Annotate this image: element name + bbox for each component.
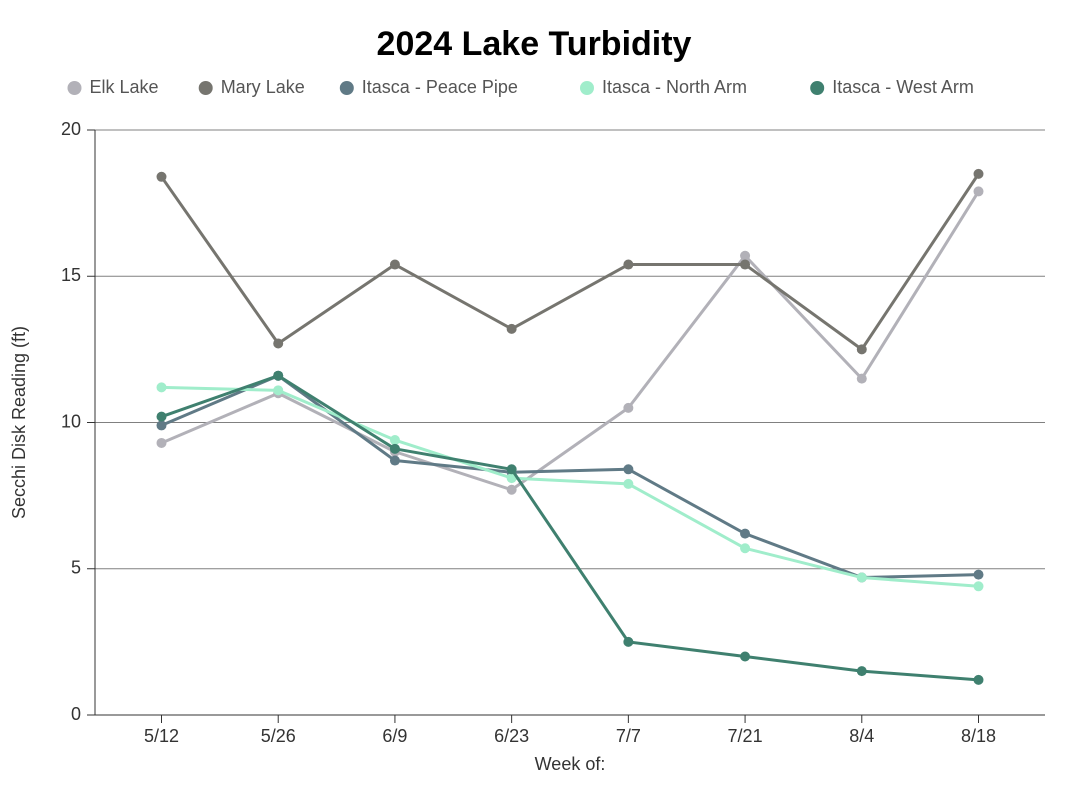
series-marker — [857, 374, 867, 384]
y-tick-label: 0 — [71, 704, 81, 724]
series-marker — [623, 637, 633, 647]
y-tick-label: 5 — [71, 558, 81, 578]
x-tick-label: 7/21 — [728, 726, 763, 746]
series-marker — [740, 652, 750, 662]
series-marker — [623, 260, 633, 270]
legend-label: Itasca - North Arm — [602, 77, 747, 97]
series-marker — [157, 438, 167, 448]
series-marker — [157, 420, 167, 430]
series-marker — [273, 371, 283, 381]
x-tick-label: 8/18 — [961, 726, 996, 746]
series-marker — [273, 385, 283, 395]
x-axis-label: Week of: — [535, 754, 606, 774]
series-marker — [857, 666, 867, 676]
chart-svg: 2024 Lake Turbidity 0 5 10 15 20 5/12 5/26 6/9 6/… — [0, 0, 1068, 787]
legend-marker — [340, 81, 354, 95]
y-tick-label: 20 — [61, 119, 81, 139]
series-marker — [507, 324, 517, 334]
chart-container: 2024 Lake Turbidity 0 5 10 15 20 5/12 5/26 6/9 6/… — [0, 0, 1068, 787]
series-marker — [857, 573, 867, 583]
x-tick-label: 5/26 — [261, 726, 296, 746]
series-marker — [390, 435, 400, 445]
x-tick-label: 8/4 — [849, 726, 874, 746]
legend-marker — [580, 81, 594, 95]
series-marker — [390, 260, 400, 270]
series-marker — [623, 464, 633, 474]
series-marker — [857, 344, 867, 354]
legend-marker — [810, 81, 824, 95]
x-tick-label: 6/23 — [494, 726, 529, 746]
series-marker — [507, 464, 517, 474]
y-tick-label: 15 — [61, 265, 81, 285]
legend-marker — [199, 81, 213, 95]
series-marker — [740, 543, 750, 553]
series-marker — [507, 485, 517, 495]
legend-label: Itasca - West Arm — [832, 77, 974, 97]
x-tick-label: 7/7 — [616, 726, 641, 746]
series-marker — [974, 570, 984, 580]
series-marker — [740, 529, 750, 539]
series-marker — [740, 260, 750, 270]
legend-label: Mary Lake — [221, 77, 305, 97]
series-marker — [974, 581, 984, 591]
series-marker — [390, 444, 400, 454]
x-tick-label: 5/12 — [144, 726, 179, 746]
series-marker — [273, 339, 283, 349]
chart-title: 2024 Lake Turbidity — [377, 25, 692, 63]
series-marker — [390, 456, 400, 466]
series-marker — [157, 412, 167, 422]
legend-label: Itasca - Peace Pipe — [362, 77, 518, 97]
series-marker — [623, 479, 633, 489]
y-axis-label: Secchi Disk Reading (ft) — [9, 326, 29, 519]
series-marker — [974, 186, 984, 196]
series-marker — [157, 172, 167, 182]
x-tick-label: 6/9 — [382, 726, 407, 746]
legend-label: Elk Lake — [90, 77, 159, 97]
series-marker — [974, 675, 984, 685]
series-marker — [740, 251, 750, 261]
y-tick-label: 10 — [61, 411, 81, 431]
series-marker — [623, 403, 633, 413]
series-marker — [157, 382, 167, 392]
legend-marker — [68, 81, 82, 95]
series-marker — [974, 169, 984, 179]
